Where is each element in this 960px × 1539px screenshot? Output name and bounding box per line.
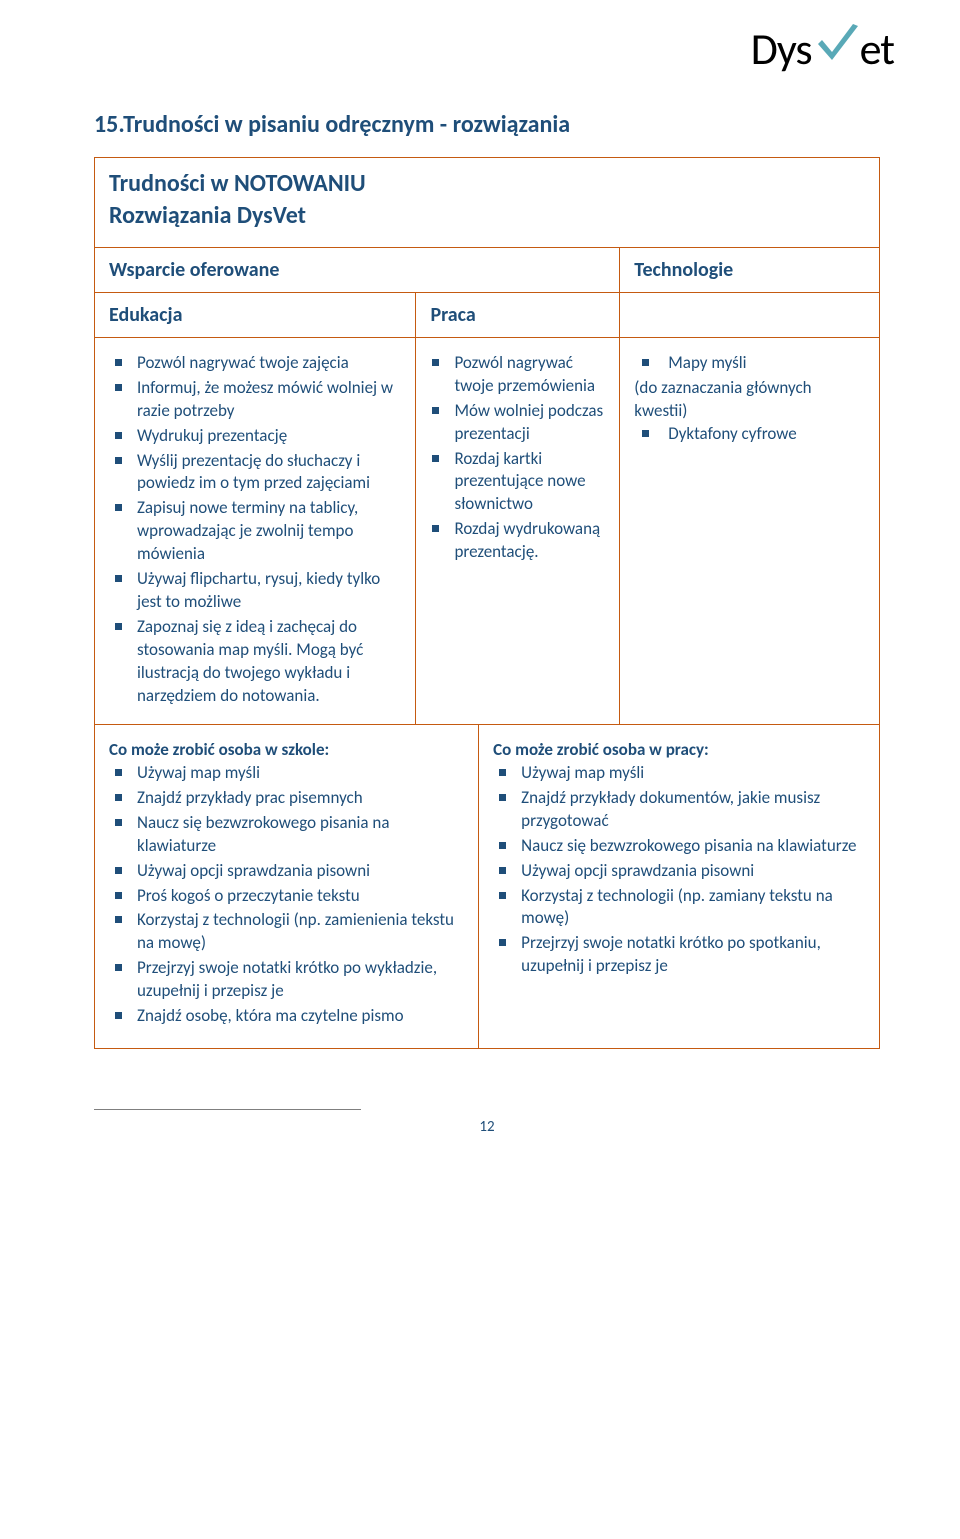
work-person-cell: Co może zrobić osoba w pracy: Używaj map… [479,725,879,1048]
list-item: Znajdź osobę, która ma czytelne pismo [137,1005,464,1028]
title-line-2: Rozwiązania DysVet [109,200,865,232]
list-item: Znajdź przykłady prac pisemnych [137,787,464,810]
empty-header-cell [620,293,879,337]
school-list: Używaj map myśli Znajdź przykłady prac p… [109,762,464,1028]
list-item: Używaj opcji sprawdzania pisowni [137,860,464,883]
list-item: Przejrzyj swoje notatki krótko po spotka… [521,932,865,978]
list-item: Korzystaj z technologii (np. zamienienia… [137,909,464,955]
list-item: Używaj map myśli [521,762,865,785]
content-row: Pozwól nagrywać twoje zajęcia Informuj, … [95,338,879,725]
brand-logo: Dyset [751,22,894,82]
page-number: 12 [94,1118,880,1136]
education-header: Edukacja [95,293,416,337]
footer-divider [94,1109,361,1110]
list-item: Rozdaj kartki prezentujące nowe słownict… [454,448,609,517]
work-list: Pozwól nagrywać twoje przemówienia Mów w… [426,352,609,564]
list-item: Rozdaj wydrukowaną prezentację. [454,518,609,564]
list-item: Dyktafony cyfrowe [668,423,865,446]
list-item: Używaj opcji sprawdzania pisowni [521,860,865,883]
work-lead: Co może zrobić osoba w pracy: [493,739,865,760]
solutions-table: Trudności w NOTOWANIU Rozwiązania DysVet… [94,157,880,1049]
list-item: Zapoznaj się z ideą i zachęcaj do stosow… [137,616,401,708]
header-row-1: Wsparcie oferowane Technologie [95,248,879,293]
support-offered-header: Wsparcie oferowane [95,248,620,292]
work-header: Praca [416,293,620,337]
list-item: Zapisuj nowe terminy na tablicy, wprowad… [137,497,401,566]
tech-note: (do zaznaczania głównych kwestii) [634,377,865,423]
list-item: Wyślij prezentację do słuchaczy i powied… [137,450,401,496]
table-title-cell: Trudności w NOTOWANIU Rozwiązania DysVet [95,158,879,248]
list-item: Mapy myśli [668,352,865,375]
brand-part1: Dys [751,22,812,76]
list-item: Znajdź przykłady dokumentów, jakie musis… [521,787,865,833]
list-item: Używaj flipchartu, rysuj, kiedy tylko je… [137,568,401,614]
bottom-row: Co może zrobić osoba w szkole: Używaj ma… [95,725,879,1048]
list-item: Pozwól nagrywać twoje przemówienia [454,352,609,398]
list-item: Wydrukuj prezentację [137,425,401,448]
technologies-list: Mapy myśli [634,352,865,375]
work-person-list: Używaj map myśli Znajdź przykłady dokume… [493,762,865,978]
list-item: Korzystaj z technologii (np. zamiany tek… [521,885,865,931]
list-item: Pozwól nagrywać twoje zajęcia [137,352,401,375]
school-person-cell: Co może zrobić osoba w szkole: Używaj ma… [95,725,479,1048]
list-item: Używaj map myśli [137,762,464,785]
list-item: Naucz się bezwzrokowego pisania na klawi… [137,812,464,858]
school-lead: Co może zrobić osoba w szkole: [109,739,464,760]
education-cell: Pozwól nagrywać twoje zajęcia Informuj, … [95,338,416,724]
page-heading: 15.Trudności w pisaniu odręcznym - rozwi… [94,110,880,139]
work-cell: Pozwól nagrywać twoje przemówienia Mów w… [416,338,620,724]
header-row-2: Edukacja Praca [95,293,879,338]
brand-check-icon [812,22,860,82]
list-item: Przejrzyj swoje notatki krótko po wykład… [137,957,464,1003]
brand-part2: et [860,22,894,76]
title-line-1: Trudności w NOTOWANIU [109,168,865,200]
list-item: Proś kogoś o przeczytanie tekstu [137,885,464,908]
list-item: Informuj, że możesz mówić wolniej w razi… [137,377,401,423]
list-item: Naucz się bezwzrokowego pisania na klawi… [521,835,865,858]
education-list: Pozwól nagrywać twoje zajęcia Informuj, … [109,352,401,708]
list-item: Mów wolniej podczas prezentacji [454,400,609,446]
technologies-list-2: Dyktafony cyfrowe [634,423,865,446]
technologies-cell: Mapy myśli (do zaznaczania głównych kwes… [620,338,879,724]
technologies-header: Technologie [620,248,879,292]
